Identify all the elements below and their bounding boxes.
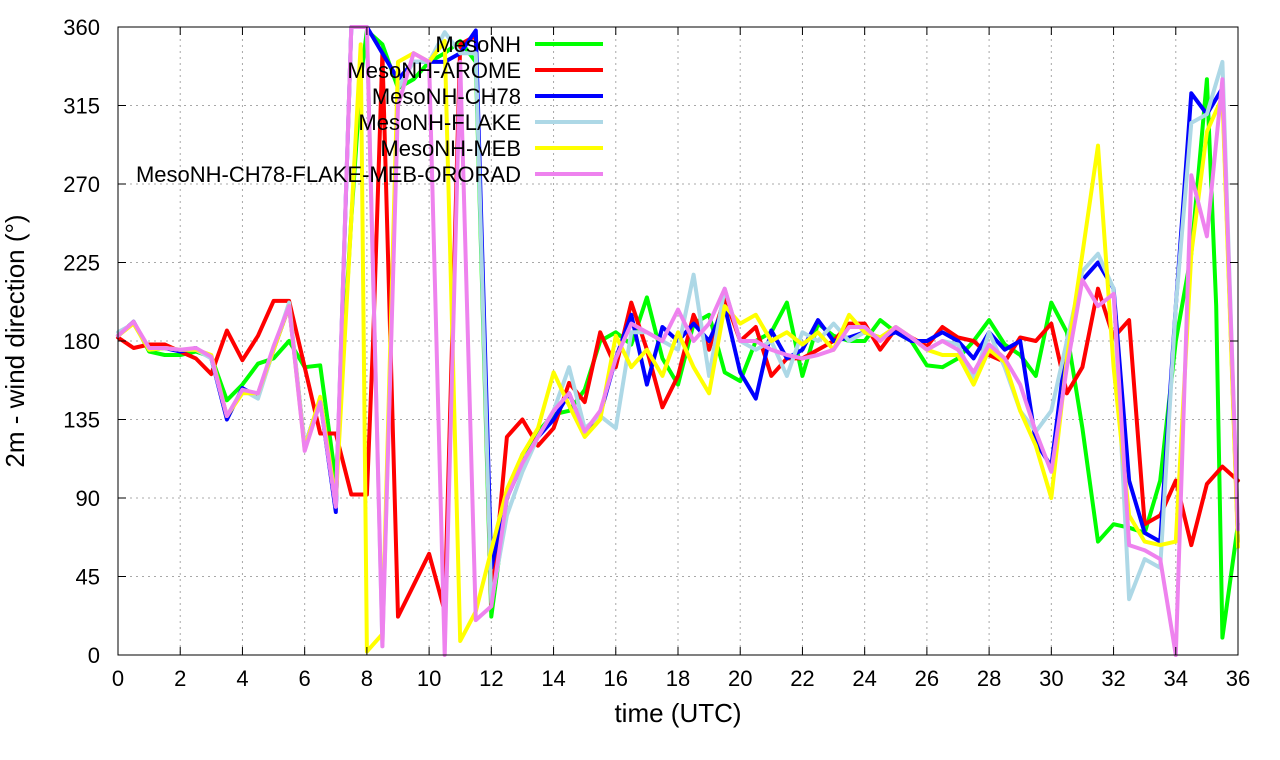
x-tick-label: 10 [417, 666, 441, 691]
y-tick-label: 315 [63, 94, 100, 119]
x-tick-label: 24 [852, 666, 876, 691]
legend-label: MesoNH-MEB [380, 136, 521, 161]
x-tick-label: 4 [236, 666, 248, 691]
legend-label: MesoNH-FLAKE [358, 110, 521, 135]
x-tick-label: 0 [112, 666, 124, 691]
x-tick-label: 16 [604, 666, 628, 691]
x-axis-label: time (UTC) [614, 698, 741, 728]
x-tick-label: 32 [1101, 666, 1125, 691]
legend-label: MesoNH-CH78 [372, 84, 521, 109]
series-line-6 [116, 25, 1240, 657]
y-axis-label: 2m - wind direction (°) [0, 214, 30, 467]
x-tick-label: 36 [1226, 666, 1250, 691]
x-tick-label: 30 [1039, 666, 1063, 691]
x-tick-label: 14 [541, 666, 565, 691]
y-tick-label: 45 [76, 565, 100, 590]
y-tick-label: 225 [63, 251, 100, 276]
axis-ticks [117, 26, 1239, 656]
x-tick-label: 22 [790, 666, 814, 691]
y-tick-label: 360 [63, 15, 100, 40]
series-lines [116, 25, 1240, 657]
x-tick-label: 6 [299, 666, 311, 691]
legend-label: MesoNH-CH78-FLAKE-MEB-ORORAD [136, 162, 521, 187]
y-tick-label: 270 [63, 172, 100, 197]
y-tick-label: 0 [88, 643, 100, 668]
y-tick-labels: 0 45 90 135 180 225 270 315 360 [63, 15, 100, 668]
x-tick-label: 34 [1164, 666, 1188, 691]
x-tick-label: 8 [361, 666, 373, 691]
x-tick-labels: 0 2 4 6 8 10 12 14 16 18 20 22 24 26 28 30 32 34 36 [112, 666, 1250, 691]
legend: MesoNHMesoNH-AROMEMesoNH-CH78MesoNH-FLAK… [136, 32, 603, 187]
x-tick-label: 28 [977, 666, 1001, 691]
legend-label: MesoNH-AROME [347, 58, 521, 83]
legend-label: MesoNH [435, 32, 521, 57]
x-tick-label: 18 [666, 666, 690, 691]
y-tick-label: 90 [76, 486, 100, 511]
series-line-2 [116, 33, 1240, 619]
x-tick-label: 12 [479, 666, 503, 691]
x-tick-label: 26 [915, 666, 939, 691]
series-line-1 [116, 28, 1240, 640]
x-tick-label: 20 [728, 666, 752, 691]
y-tick-label: 135 [63, 408, 100, 433]
y-tick-label: 180 [63, 329, 100, 354]
x-tick-label: 2 [174, 666, 186, 691]
